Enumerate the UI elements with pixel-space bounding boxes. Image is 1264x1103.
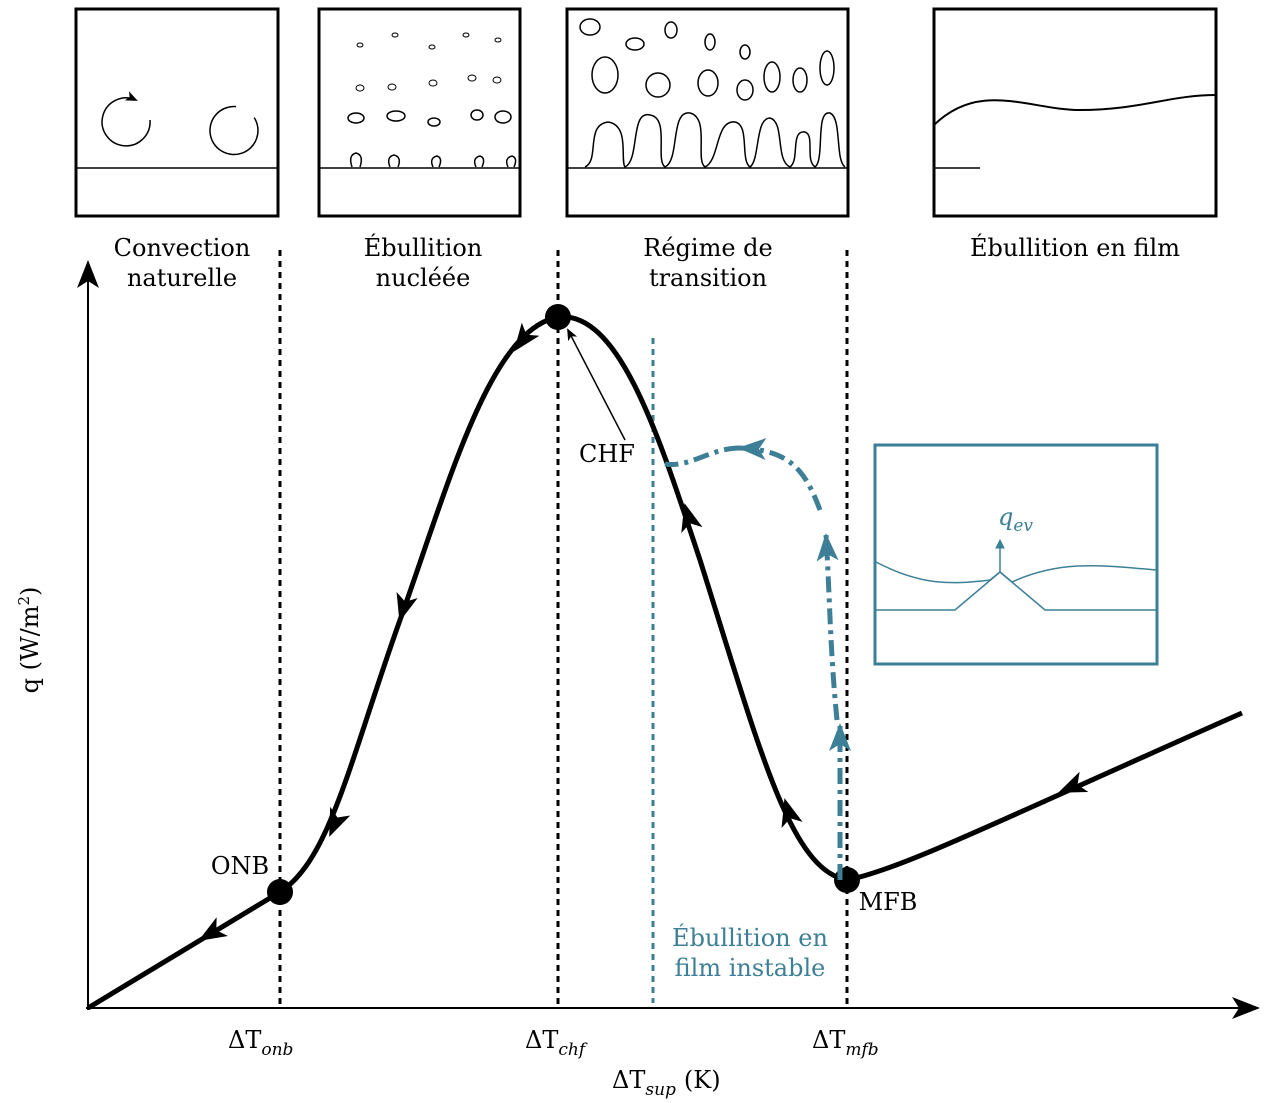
panel-label: Ébullition en film xyxy=(970,233,1180,262)
text-part: Convection xyxy=(114,234,251,262)
text-part: q xyxy=(998,503,1013,531)
text-part: ΔT xyxy=(228,1026,261,1054)
point-label: CHF xyxy=(579,440,635,468)
text-part: Régime de xyxy=(643,234,772,262)
text-part: ΔT xyxy=(612,1066,645,1094)
y-axis-label: q (W/m2) xyxy=(15,587,44,694)
text-part: Ébullition xyxy=(364,233,483,262)
text-part: transition xyxy=(649,264,767,292)
unstable-label: Ébullition en film instable xyxy=(672,923,828,982)
text-part: naturelle xyxy=(127,264,237,292)
x-axis-label: ΔTsup (K) xyxy=(612,1066,721,1100)
point-label: ONB xyxy=(211,852,269,880)
axes xyxy=(77,260,1260,1019)
chf-pointer xyxy=(567,328,626,441)
text-part: (K) xyxy=(684,1066,721,1094)
text-part: q (W/m xyxy=(16,605,44,693)
inset-label: qev xyxy=(998,503,1033,536)
text-part: chf xyxy=(558,1040,587,1060)
text-part: mfb xyxy=(845,1040,878,1060)
boiling-curve xyxy=(86,314,1244,1011)
text-part: ΔT xyxy=(525,1026,558,1054)
text-part: Ébullition en film xyxy=(970,233,1180,262)
dashed-lines xyxy=(278,250,849,1005)
text-part: 2 xyxy=(15,596,33,606)
text-part: ) xyxy=(16,587,44,596)
text-part: ΔT xyxy=(812,1026,845,1054)
text-part: ev xyxy=(1013,516,1033,536)
panel-labels: Convection naturelle Ébullition nucléée Ré… xyxy=(114,233,1181,292)
points xyxy=(267,304,860,905)
panels xyxy=(74,7,1218,218)
text-part: nucléée xyxy=(376,264,471,292)
panel-label: Régime de transition xyxy=(643,234,772,292)
text-part: Ébullition en xyxy=(672,923,828,952)
point-label: MFB xyxy=(859,888,918,916)
text-part: film instable xyxy=(675,954,826,982)
x-tick-label: ΔTmfb xyxy=(812,1026,879,1060)
text-part: sup xyxy=(645,1080,676,1100)
text-part: onb xyxy=(261,1040,293,1060)
panel-label: Ébullition nucléée xyxy=(364,233,483,292)
unstable-path xyxy=(664,438,851,880)
x-tick-labels: ΔTonb ΔTchf ΔTmfb xyxy=(228,1026,879,1060)
panel-label: Convection naturelle xyxy=(114,234,251,292)
x-tick-label: ΔTchf xyxy=(525,1026,588,1060)
inset xyxy=(873,443,1159,666)
x-tick-label: ΔTonb xyxy=(228,1026,293,1060)
